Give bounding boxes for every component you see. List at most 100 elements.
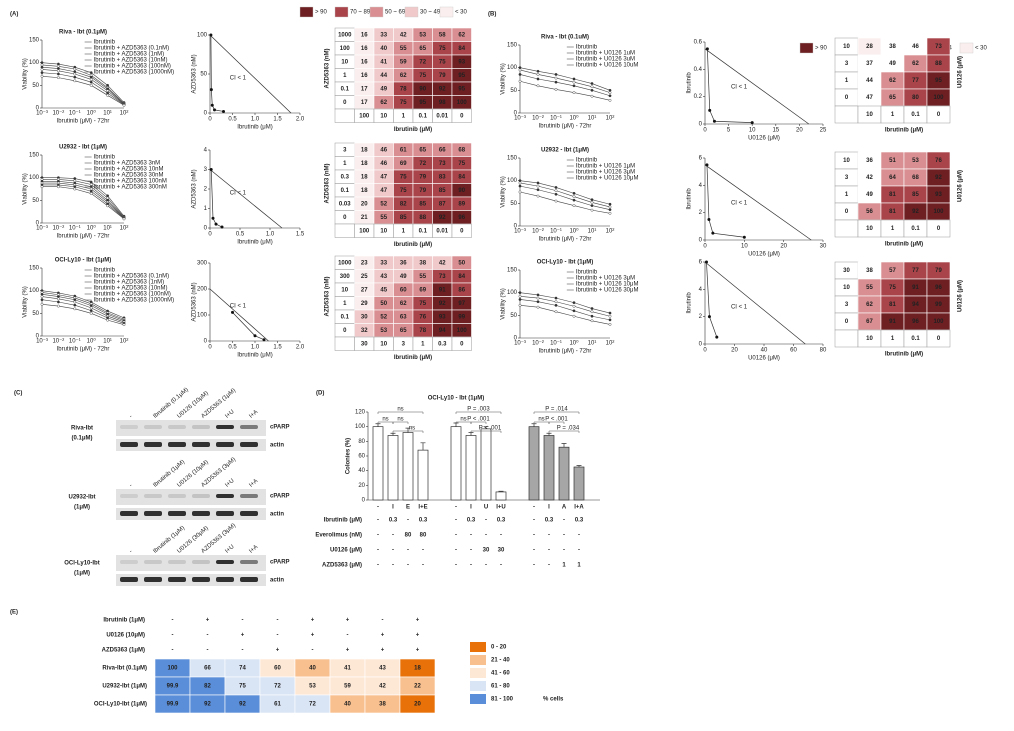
curve-point <box>73 185 77 189</box>
curve-point <box>608 88 612 92</box>
heat-value: 94 <box>912 302 919 308</box>
heat-value: 42 <box>866 175 873 181</box>
table-cell: - <box>455 563 457 569</box>
table-cell: - <box>485 533 487 539</box>
x-tick-label: 10² <box>606 116 615 122</box>
heat-value: 21 <box>361 215 368 221</box>
curve-point <box>554 300 558 304</box>
combination-point <box>707 218 711 221</box>
x-tick-label: 10⁰ <box>569 340 579 347</box>
actin-band <box>144 577 162 582</box>
x-tick-label: 15 <box>772 128 779 134</box>
actin-band <box>168 511 186 516</box>
cparp-band <box>120 494 138 498</box>
table-cell: - <box>548 563 550 569</box>
y-tick-label: 1 <box>204 206 208 212</box>
significance: ns <box>397 407 403 413</box>
x-tick-label: 1.5 <box>273 345 282 351</box>
combination-line <box>707 48 753 123</box>
y-tick-label: 300 <box>197 261 208 267</box>
curve-point <box>122 217 126 221</box>
y-tick-label: 80 <box>358 439 365 445</box>
x-tick-label: 10¹ <box>588 229 597 235</box>
curve-line <box>42 182 125 219</box>
curve-point <box>572 309 576 313</box>
curve-line <box>41 293 125 321</box>
heat-value: 76 <box>935 158 942 164</box>
curve-point <box>590 319 594 323</box>
y-axis-label: Viability (%) <box>23 173 29 205</box>
column-label: 0.1 <box>911 226 920 232</box>
column-label: 0.01 <box>436 113 448 119</box>
y-tick-label: 0.6 <box>694 40 703 46</box>
table-cell: - <box>407 548 409 554</box>
curve-line <box>519 305 611 325</box>
heat-value: 100 <box>457 100 468 106</box>
column-label: 10 <box>380 341 387 347</box>
y-axis-label: Viability (%) <box>23 286 29 318</box>
x-axis-label: Ibrutinib (μM) <box>885 242 923 248</box>
curve-point <box>57 69 60 73</box>
heat-value: 89 <box>458 201 465 207</box>
column-label: 100 <box>359 228 370 234</box>
curve-line <box>519 180 611 205</box>
significance: P < .001 <box>545 417 568 423</box>
curve-point <box>89 311 93 315</box>
column-label-cell <box>834 105 859 124</box>
x-tick-label: 0 <box>208 117 212 123</box>
table-cell: 0.3 <box>467 518 476 524</box>
row-label: 0 <box>845 209 849 215</box>
additive-line <box>704 48 810 125</box>
legend-label: Ibrutinib + U0126 1μM <box>576 164 635 170</box>
table-cell: - <box>470 563 472 569</box>
x-axis-label: Ibrutinib (μM) <box>885 128 923 134</box>
row-label: 300 <box>340 274 351 280</box>
column-label-cell <box>834 329 859 348</box>
legend-label: Ibrutinib + AZD5363 30nM <box>94 173 164 179</box>
column-label: 10 <box>866 226 873 232</box>
legend-swatch <box>470 681 486 691</box>
combination-point <box>209 88 213 92</box>
x-axis-label: Ibrutinib (μM) - 72hr <box>57 347 110 353</box>
heat-value: 20 <box>361 201 368 207</box>
combination-point <box>214 222 218 226</box>
significance: P = .003 <box>467 407 490 413</box>
x-tick-label: 20 <box>780 244 787 250</box>
heat-value: 17 <box>361 86 368 92</box>
x-tick-label: 10¹ <box>103 111 112 117</box>
legend-label: Ibrutinib + AZD5363 (100nM) <box>94 292 171 298</box>
heat-value: 55 <box>380 215 387 221</box>
x-tick-label: I <box>548 505 550 511</box>
column-label: 0.01 <box>436 228 448 234</box>
y-tick-label: 100 <box>355 424 366 430</box>
table-cell: - <box>485 563 487 569</box>
curve-point <box>89 78 93 81</box>
combination-point <box>715 335 719 339</box>
y-tick-label: 0 <box>36 334 40 340</box>
curve-point <box>89 183 93 186</box>
x-tick-label: 10⁻² <box>52 226 64 232</box>
combination-point <box>750 121 754 125</box>
column-label: 0.1 <box>419 228 428 234</box>
combination-point <box>707 315 711 319</box>
lane-label: I+A <box>248 409 259 420</box>
y-axis-label: Ibrutinib <box>687 188 693 210</box>
heat-value: 93 <box>439 314 446 320</box>
heat-value: 38 <box>419 260 426 266</box>
heat-value: 65 <box>889 95 896 101</box>
x-tick-label: - <box>533 505 535 511</box>
curve-point <box>536 188 540 192</box>
curve-point <box>554 76 558 80</box>
heat-value: 44 <box>866 78 873 84</box>
heat-value: 85 <box>439 188 446 194</box>
lane-label: I+A <box>248 478 259 489</box>
curve-point <box>518 294 522 298</box>
x-tick-label: 10⁻¹ <box>550 229 562 235</box>
actin-band <box>144 442 162 447</box>
curve-point <box>89 180 93 184</box>
combination-point <box>213 108 216 112</box>
y-tick-label: 100 <box>197 33 208 39</box>
y-tick-label: 100 <box>29 60 40 66</box>
curve-point <box>608 311 612 315</box>
